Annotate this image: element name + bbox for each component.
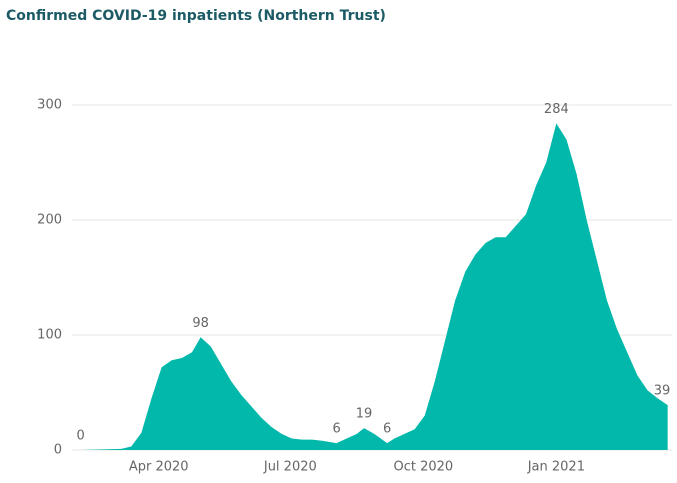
data-label: 284 <box>544 102 569 117</box>
area <box>80 123 668 451</box>
data-label: 39 <box>654 384 671 399</box>
chart-title: Confirmed COVID-19 inpatients (Northern … <box>6 8 386 24</box>
y-tick-label: 200 <box>37 213 62 228</box>
x-tick-label: Apr 2020 <box>129 460 189 475</box>
data-label: 98 <box>192 316 209 331</box>
data-label: 6 <box>383 422 391 437</box>
x-tick-label: Jan 2021 <box>527 460 585 475</box>
data-label: 19 <box>356 407 373 422</box>
data-label: 6 <box>332 422 340 437</box>
y-tick-label: 300 <box>37 98 62 113</box>
y-tick-label: 0 <box>54 443 62 458</box>
data-label: 0 <box>77 429 85 444</box>
y-tick-label: 100 <box>37 328 62 343</box>
x-tick-label: Oct 2020 <box>393 460 453 475</box>
x-tick-label: Jul 2020 <box>263 460 317 475</box>
